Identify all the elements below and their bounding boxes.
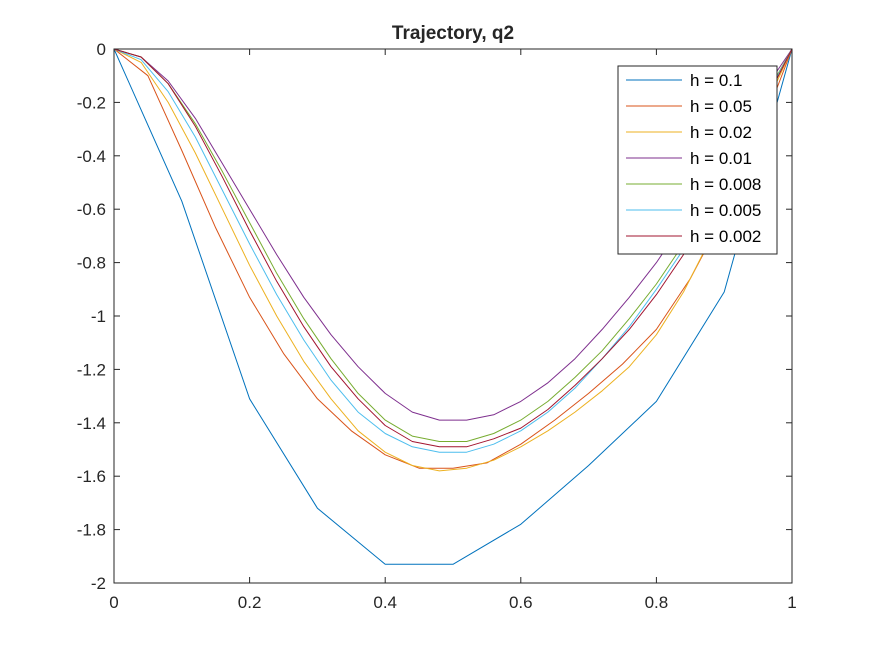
y-tick-label: -1.8 xyxy=(77,521,106,540)
x-tick-label: 0.2 xyxy=(238,593,262,612)
series-line-2 xyxy=(113,48,793,469)
legend-label-4: h = 0.01 xyxy=(690,149,752,168)
series-line-6 xyxy=(113,48,793,453)
legend-label-1: h = 0.1 xyxy=(690,71,742,90)
x-axis: 0 0.2 0.4 0.6 0.8 1 xyxy=(109,49,797,612)
legend-label-3: h = 0.02 xyxy=(690,123,752,142)
chart-title: Trajectory, q2 xyxy=(392,23,514,44)
y-tick-label: -0.6 xyxy=(77,200,106,219)
y-tick-label: -1.2 xyxy=(77,360,106,379)
series-line-1 xyxy=(113,48,793,565)
y-tick-label: -0.8 xyxy=(77,254,106,273)
y-tick-label: -1 xyxy=(91,307,106,326)
x-tick-label: 0.8 xyxy=(645,593,669,612)
x-tick-label: 1 xyxy=(787,593,796,612)
y-tick-label: -1.6 xyxy=(77,467,106,486)
legend-box xyxy=(617,65,778,255)
legend-label-5: h = 0.008 xyxy=(690,175,761,194)
x-tick-label: 0 xyxy=(109,593,118,612)
y-tick-label: -2 xyxy=(91,574,106,593)
y-tick-label: -0.2 xyxy=(77,93,106,112)
series-layer xyxy=(113,48,793,565)
series-line-7 xyxy=(113,48,793,448)
y-tick-label: -0.4 xyxy=(77,147,106,166)
y-tick-label: -1.4 xyxy=(77,414,106,433)
legend-label-7: h = 0.002 xyxy=(690,227,761,246)
y-axis: 0 -0.2 -0.4 -0.6 -0.8 -1 -1.2 -1.4 -1.6 -1.8 -2 xyxy=(77,40,792,593)
legend-label-2: h = 0.05 xyxy=(690,97,752,116)
y-tick-label: 0 xyxy=(97,40,106,59)
series-line-3 xyxy=(113,48,793,472)
x-tick-label: 0.6 xyxy=(509,593,533,612)
x-tick-label: 0.4 xyxy=(373,593,397,612)
legend-label-6: h = 0.005 xyxy=(690,201,761,220)
legend: h = 0.1 h = 0.05 h = 0.02 h = 0.01 h = 0.008… xyxy=(617,65,778,255)
